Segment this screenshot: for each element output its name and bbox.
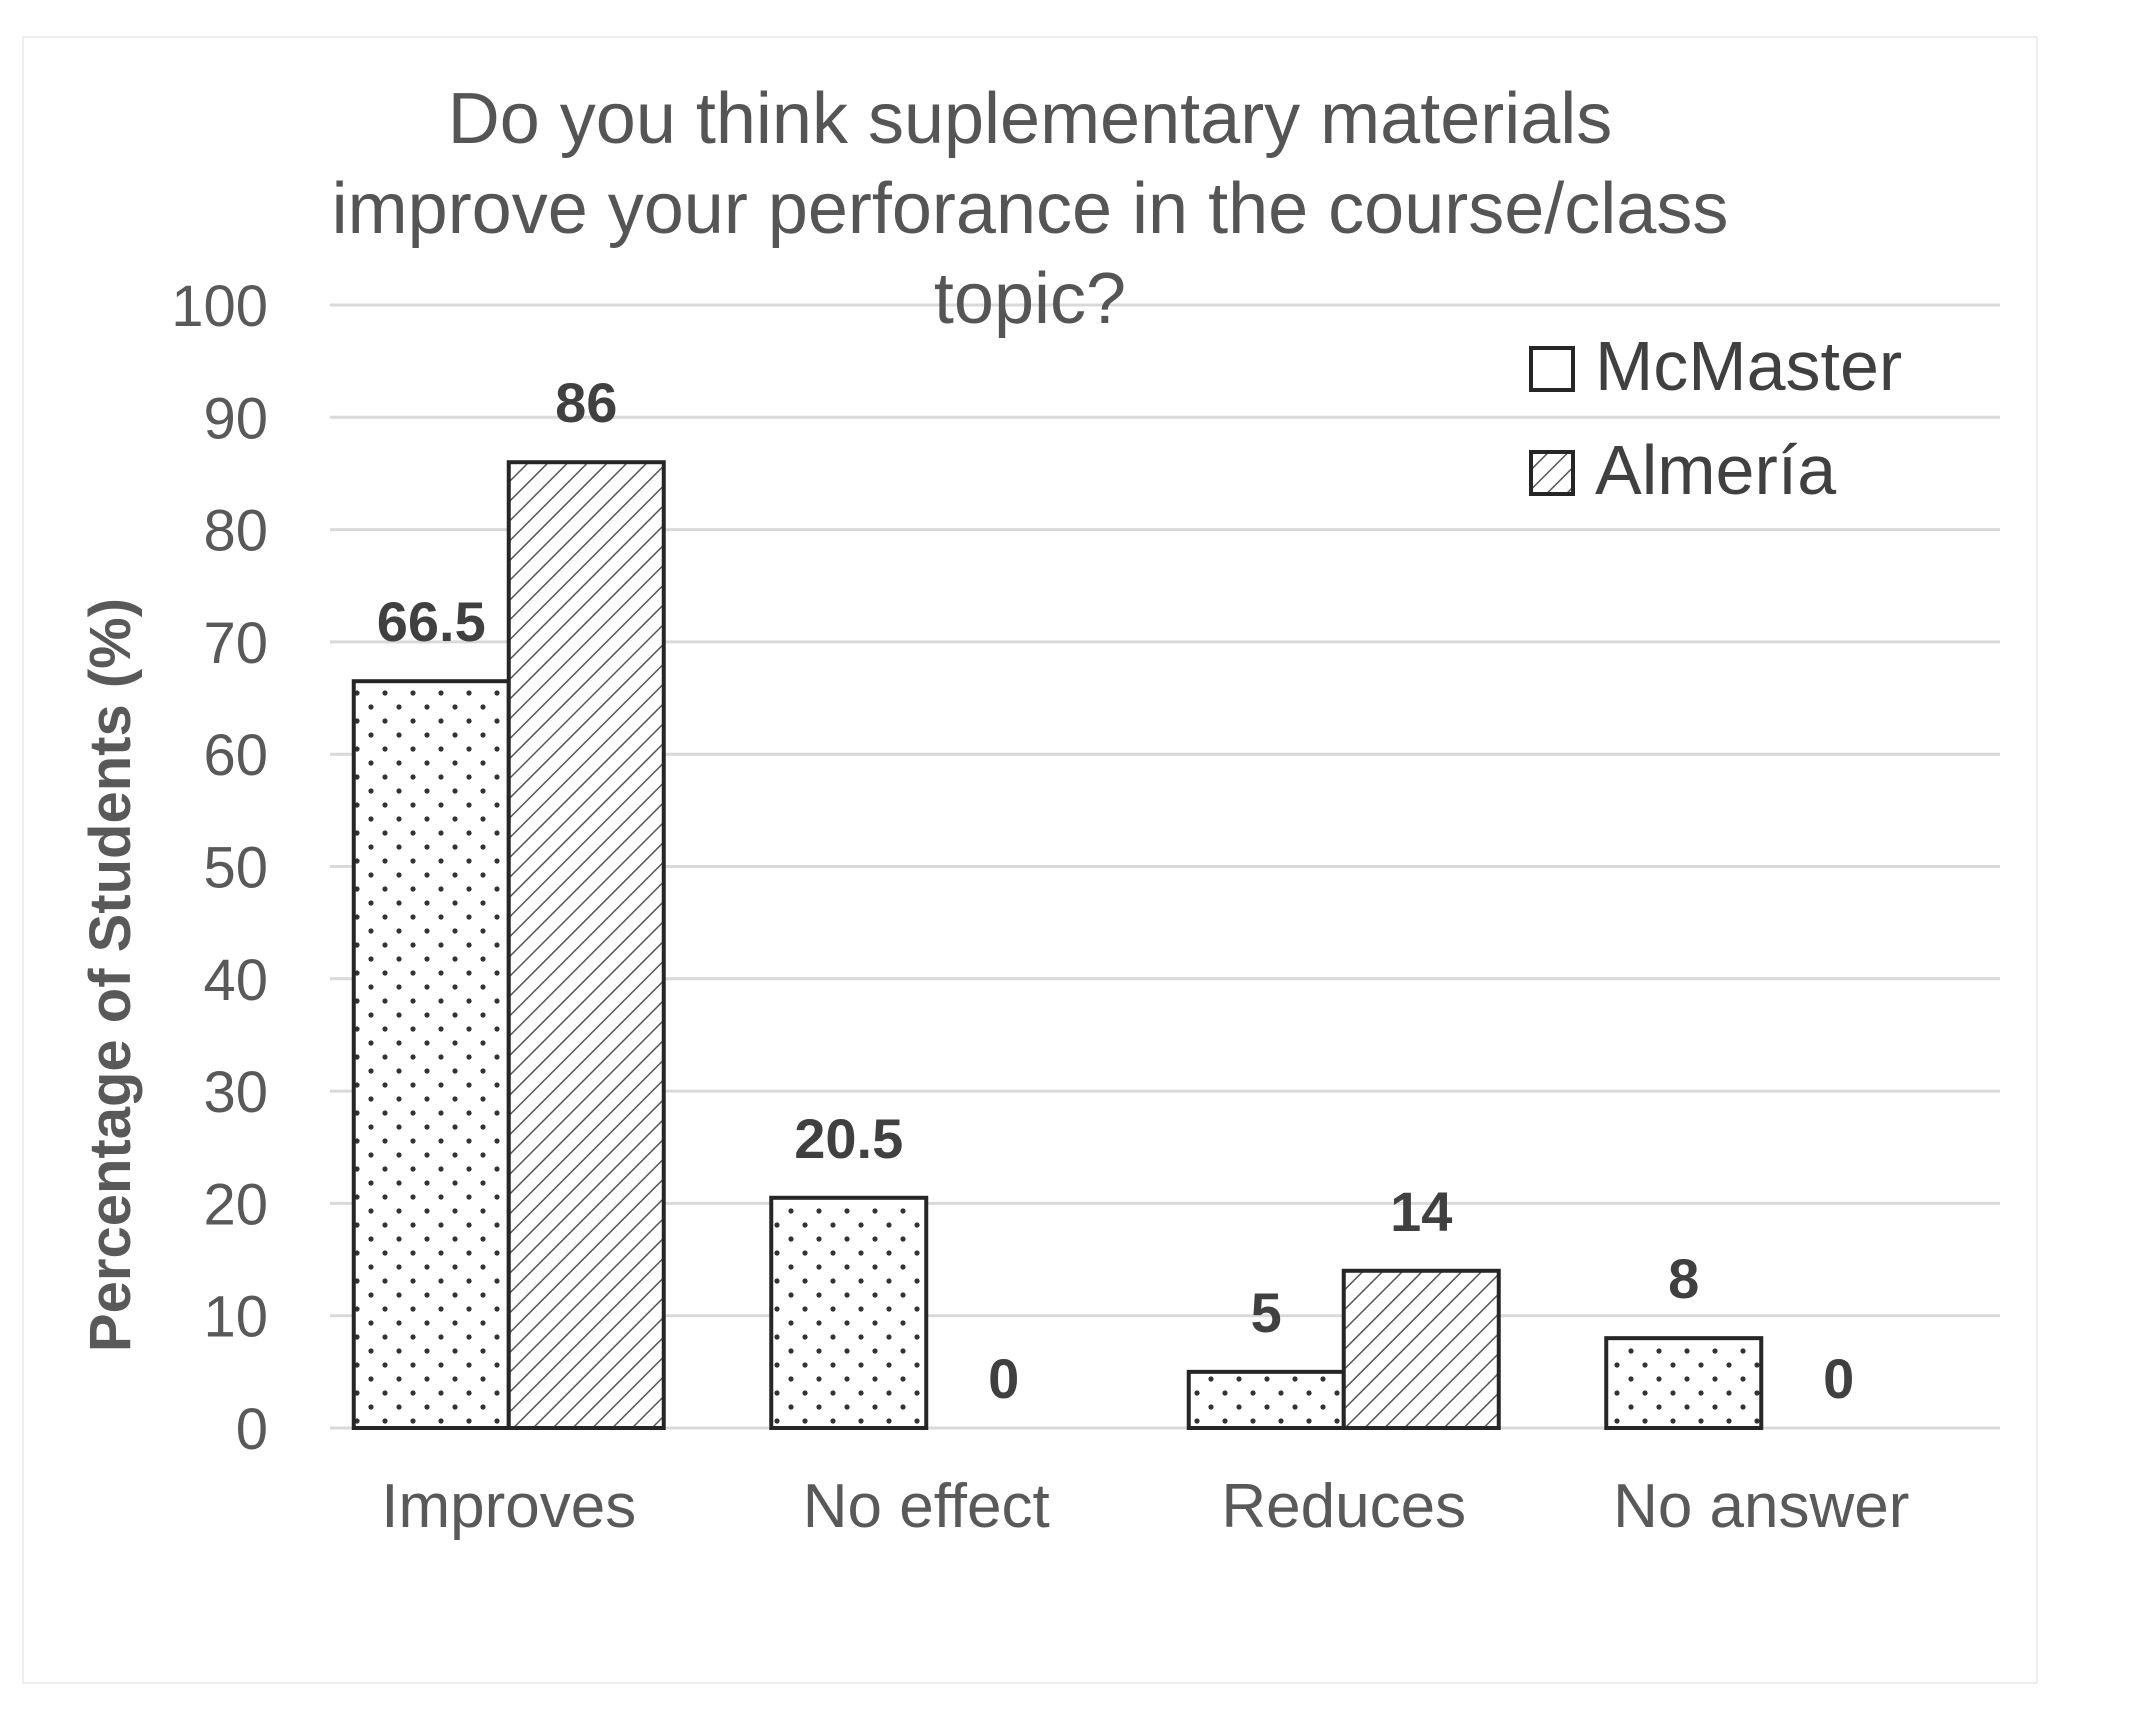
bar-mcmaster-no-effect	[769, 1195, 929, 1431]
legend: McMaster Almería	[1529, 327, 1902, 509]
data-labels: 66.5 86 20.5 0 5 14 8 0	[377, 371, 1855, 1410]
y-tick-label: 50	[203, 836, 268, 901]
y-tick-label: 70	[203, 611, 268, 676]
data-label-mcmaster-improves: 66.5	[377, 590, 486, 653]
y-tick-label: 40	[203, 948, 268, 1013]
data-label-almeria-no-effect: 0	[988, 1347, 1019, 1410]
legend-label-mcmaster: McMaster	[1595, 327, 1902, 405]
chart-title-line-2: improve your perforance in the course/cl…	[332, 169, 1729, 249]
y-tick-label: 0	[236, 1397, 268, 1462]
bar-almeria-reduces	[1341, 1268, 1501, 1431]
bar-mcmaster-improves	[351, 679, 511, 1430]
legend-item-almeria: Almería	[1529, 431, 1836, 509]
legend-swatch-mcmaster	[1529, 346, 1575, 392]
y-tick-label: 100	[171, 274, 268, 339]
data-label-mcmaster-no-answer: 8	[1668, 1247, 1699, 1310]
bars	[351, 460, 1764, 1431]
y-tick-label: 10	[203, 1285, 268, 1350]
legend-item-mcmaster: McMaster	[1529, 327, 1902, 405]
legend-label-almeria: Almería	[1595, 431, 1836, 509]
chart-title-line-3: topic?	[934, 259, 1126, 339]
bar-mcmaster-reduces	[1186, 1369, 1346, 1430]
x-category-label: Reduces	[1221, 1472, 1466, 1541]
chart-title-line-1: Do you think suplementary materials	[448, 79, 1613, 159]
bar-almeria-improves	[506, 460, 666, 1431]
x-category-label: Improves	[381, 1472, 636, 1541]
data-label-almeria-improves: 86	[555, 371, 617, 434]
data-label-mcmaster-reduces: 5	[1251, 1281, 1282, 1344]
data-label-almeria-reduces: 14	[1390, 1180, 1452, 1243]
y-tick-label: 90	[203, 386, 268, 451]
data-label-mcmaster-no-effect: 20.5	[794, 1107, 903, 1170]
y-axis-title: Percentage of Students (%)	[78, 598, 143, 1352]
x-category-label: No effect	[803, 1472, 1050, 1541]
y-tick-label: 30	[203, 1060, 268, 1125]
chart-title: Do you think suplementary materials impr…	[332, 79, 1729, 339]
x-category-label: No answer	[1613, 1472, 1909, 1541]
y-tick-label: 60	[203, 723, 268, 788]
y-tick-label: 20	[203, 1172, 268, 1237]
x-axis-categories: Improves No effect Reduces No answer	[381, 1472, 1909, 1541]
legend-swatch-almeria	[1529, 450, 1575, 496]
data-label-almeria-no-answer: 0	[1823, 1347, 1854, 1410]
y-tick-label: 80	[203, 499, 268, 564]
y-axis-ticks: 0 10 20 30 40 50 60 70 80 90 100	[171, 274, 268, 1462]
bar-mcmaster-no-answer	[1604, 1336, 1764, 1431]
